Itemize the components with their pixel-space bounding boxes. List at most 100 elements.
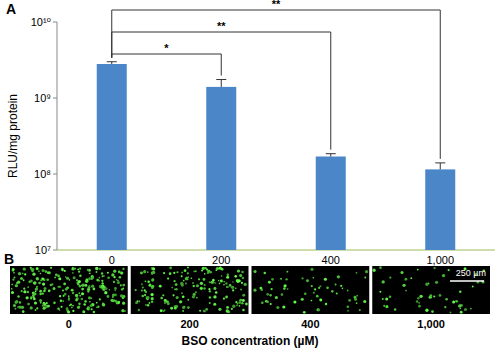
cell (151, 297, 154, 300)
cell (219, 282, 221, 284)
cell (88, 277, 91, 280)
cell (145, 304, 147, 306)
micrograph (131, 266, 249, 314)
cell (79, 268, 81, 270)
cell (162, 294, 164, 296)
cell (337, 275, 340, 278)
cell (185, 282, 187, 284)
cell (15, 300, 18, 303)
cell (27, 286, 29, 288)
cell (193, 271, 195, 273)
cell (46, 302, 48, 304)
y-tick-label: 10⁸ (34, 168, 51, 180)
cell (203, 310, 205, 312)
cell (213, 295, 216, 298)
cell (24, 291, 27, 294)
cell (209, 290, 211, 292)
cell (213, 287, 216, 290)
cell (206, 268, 208, 270)
cell (385, 305, 388, 308)
panel-label: A (6, 1, 16, 17)
cell (314, 288, 316, 290)
x-tick-label: 400 (322, 254, 340, 266)
cell (470, 308, 472, 310)
cell (319, 298, 322, 301)
cell (354, 296, 357, 299)
cell (365, 270, 368, 273)
cell (54, 277, 56, 279)
cell (235, 301, 237, 303)
cell (209, 281, 211, 283)
cell (311, 285, 313, 287)
cell (164, 300, 167, 303)
cell (119, 276, 121, 278)
x-axis-label: BSO concentration (µM) (182, 334, 319, 348)
micrograph-label: 0 (66, 318, 72, 330)
cell (122, 284, 125, 287)
cell (379, 266, 382, 269)
cell (452, 301, 455, 304)
scale-bar-label: 250 µm (456, 268, 486, 278)
cell (444, 306, 446, 308)
cell (400, 271, 403, 274)
cell (151, 301, 154, 304)
cell (173, 280, 175, 282)
cell (90, 304, 93, 307)
cell (99, 298, 101, 300)
cell (43, 290, 46, 293)
cell (58, 277, 61, 280)
cell (223, 284, 225, 286)
x-tick-label: 1,000 (426, 254, 454, 266)
cell (270, 288, 272, 290)
cell (160, 309, 163, 312)
cell (93, 311, 95, 313)
cell (148, 284, 151, 287)
cell (72, 267, 74, 269)
cell (43, 307, 46, 310)
cell (435, 281, 438, 284)
cell (76, 279, 78, 281)
cell (180, 282, 183, 285)
y-tick-label: 10¹⁰ (31, 16, 52, 28)
cell (50, 267, 52, 269)
cell (114, 290, 116, 292)
cell (81, 298, 84, 301)
cell (107, 276, 110, 279)
cell (86, 279, 89, 282)
bar (425, 169, 455, 250)
cell (236, 304, 238, 306)
cell (179, 300, 182, 303)
cell (173, 272, 175, 274)
cell (64, 270, 66, 272)
cell (72, 292, 75, 295)
cell (445, 298, 448, 301)
cell (72, 272, 74, 274)
cell (150, 293, 153, 296)
cell (84, 303, 86, 305)
cell (213, 282, 215, 284)
cell (266, 293, 269, 296)
cell (13, 277, 15, 279)
cell (218, 308, 221, 311)
significance-label: * (164, 42, 169, 54)
cell (430, 294, 433, 297)
cell (87, 269, 89, 271)
cell (42, 282, 45, 285)
panel-label: B (4, 251, 14, 267)
cell (235, 287, 237, 289)
cell (113, 270, 116, 273)
cell (382, 280, 385, 283)
cell (241, 302, 243, 304)
cell (203, 310, 205, 312)
cell (82, 284, 85, 287)
cell (425, 309, 428, 312)
cell (204, 273, 206, 275)
cell (151, 279, 154, 282)
cell (78, 303, 80, 305)
cell (209, 296, 211, 298)
micrograph (10, 266, 128, 314)
cell (78, 292, 80, 294)
cell (242, 277, 245, 280)
cell (39, 290, 42, 293)
cell (82, 310, 85, 313)
